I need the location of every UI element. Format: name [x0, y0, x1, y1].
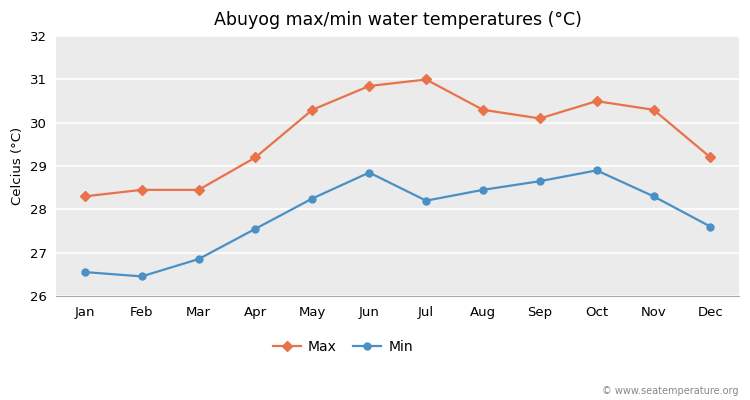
Line: Min: Min [81, 167, 714, 280]
Max [308, 107, 316, 112]
Max [80, 194, 89, 199]
Max [706, 155, 715, 160]
Min [308, 196, 316, 201]
Min [80, 270, 89, 274]
Max [137, 188, 146, 192]
Max [592, 99, 602, 104]
Max [422, 77, 430, 82]
Title: Abuyog max/min water temperatures (°C): Abuyog max/min water temperatures (°C) [214, 11, 581, 29]
Min [194, 257, 203, 262]
Min [422, 198, 430, 203]
Max [649, 107, 658, 112]
Y-axis label: Celcius (°C): Celcius (°C) [11, 127, 24, 205]
Min [536, 179, 544, 184]
Max [478, 107, 488, 112]
Max [251, 155, 260, 160]
Legend: Max, Min: Max, Min [268, 334, 419, 359]
Max [364, 84, 374, 88]
Min [706, 224, 715, 229]
Min [137, 274, 146, 279]
Min [592, 168, 602, 173]
Line: Max: Max [81, 76, 714, 200]
Min [364, 170, 374, 175]
Text: © www.seatemperature.org: © www.seatemperature.org [602, 386, 739, 396]
Max [536, 116, 544, 121]
Min [251, 226, 260, 231]
Min [478, 188, 488, 192]
Min [649, 194, 658, 199]
Max [194, 188, 203, 192]
